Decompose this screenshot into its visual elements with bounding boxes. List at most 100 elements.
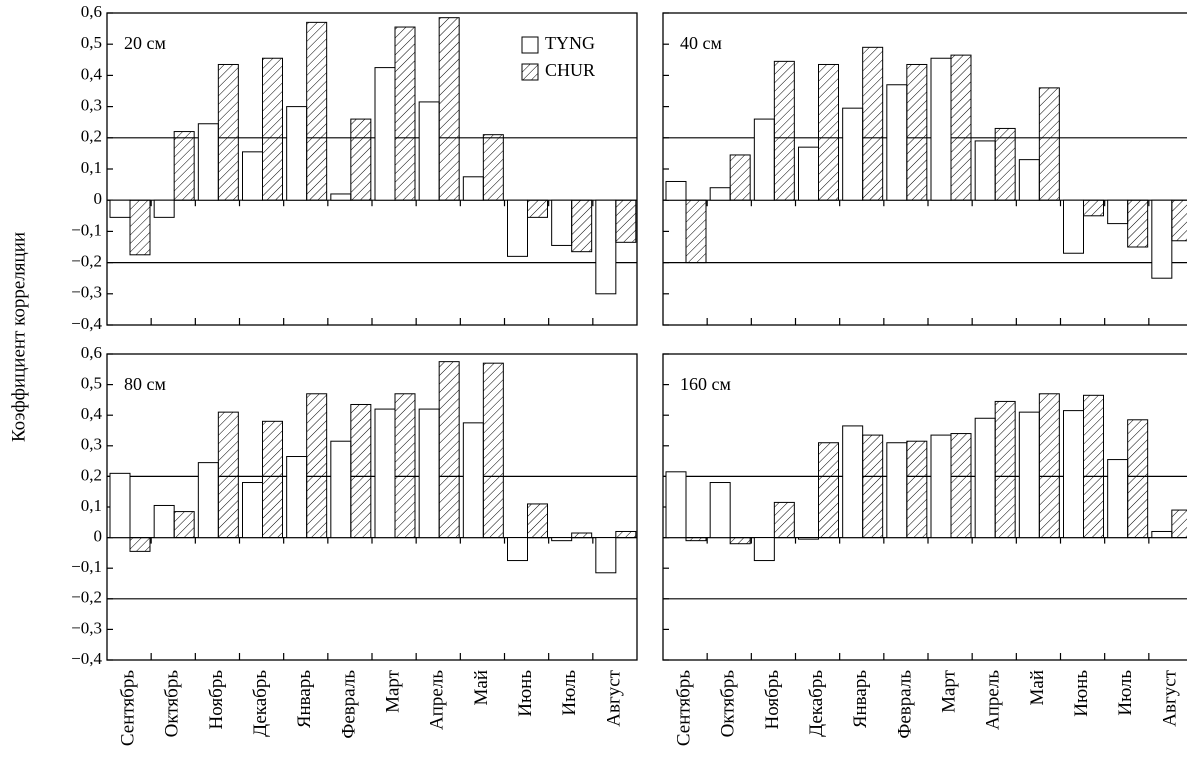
legend-swatch: [521, 63, 539, 81]
panel-label: 160 см: [680, 374, 731, 394]
bar: [753, 537, 775, 562]
y-axis-label: Коэффициент корреляции: [8, 232, 29, 442]
bar: [595, 537, 617, 574]
bar: [753, 118, 775, 201]
y-tick-label: 0,4: [81, 64, 103, 83]
bar: [507, 199, 528, 257]
y-tick-label: −0,2: [71, 588, 102, 607]
bar: [615, 530, 637, 539]
bar: [551, 199, 573, 246]
bar: [173, 131, 195, 201]
bar: [129, 199, 151, 256]
y-tick-label: 0,5: [81, 374, 102, 393]
bar: [1063, 199, 1084, 254]
bar: [729, 537, 751, 545]
y-tick-label: −0,3: [71, 283, 102, 302]
bar: [418, 101, 440, 201]
bar: [286, 106, 308, 201]
bar: [665, 180, 687, 201]
bar: [462, 422, 484, 539]
bar: [773, 60, 795, 201]
bar: [930, 434, 952, 539]
panel-label: 80 см: [124, 374, 166, 394]
bar: [242, 151, 263, 201]
bar: [950, 54, 972, 201]
y-tick-label: 0,5: [81, 33, 102, 52]
panel-label: 40 см: [680, 33, 722, 53]
x-tick-label: Октябрь: [718, 670, 739, 738]
bar: [153, 504, 175, 539]
y-tick-label: 0,6: [81, 2, 102, 21]
x-tick-label: Август: [1159, 669, 1180, 726]
bar: [994, 127, 1016, 201]
bar: [906, 63, 928, 201]
bar: [394, 393, 416, 539]
bar: [262, 420, 283, 539]
bar: [862, 434, 884, 539]
bar: [818, 442, 839, 539]
y-tick-label: 0: [94, 527, 103, 546]
bar: [906, 440, 928, 539]
bar: [1127, 419, 1149, 539]
bar: [1018, 159, 1040, 201]
bar: [438, 17, 460, 201]
y-tick-label: −0,4: [71, 314, 102, 333]
y-tick-label: 0,4: [81, 404, 103, 423]
bar: [709, 482, 731, 539]
bar: [438, 361, 460, 539]
bar: [1151, 530, 1173, 539]
bar: [1083, 199, 1104, 217]
plot-frame: [106, 12, 638, 326]
x-tick-label: Декабрь: [806, 670, 827, 737]
bar: [306, 393, 328, 539]
bar: [129, 537, 151, 552]
bar: [330, 193, 352, 201]
bar: [482, 134, 504, 201]
bar: [197, 462, 219, 539]
bar: [595, 199, 617, 295]
y-tick-label: 0,3: [81, 435, 102, 454]
bar: [886, 84, 908, 201]
bar: [482, 362, 504, 539]
x-tick-label: Март: [382, 669, 403, 713]
x-tick-label: Январь: [850, 670, 871, 728]
bar: [418, 408, 440, 539]
bar: [286, 456, 308, 539]
y-tick-label: −0,2: [71, 252, 102, 271]
bar: [862, 46, 884, 201]
legend-label: TYNG: [545, 33, 595, 53]
y-tick-label: 0,6: [81, 343, 102, 362]
bar: [374, 67, 396, 201]
bar: [994, 400, 1016, 539]
bar: [262, 57, 283, 201]
bar: [462, 176, 484, 201]
x-tick-label: Август: [603, 669, 624, 726]
bar: [242, 482, 263, 539]
bar: [798, 146, 819, 201]
bar: [974, 140, 996, 201]
bar: [109, 199, 131, 218]
bar: [197, 123, 219, 201]
bar: [350, 403, 372, 539]
y-tick-label: 0,2: [81, 465, 102, 484]
bar: [571, 532, 593, 539]
bar: [1151, 199, 1173, 279]
y-tick-label: 0: [94, 189, 103, 208]
bar: [886, 442, 908, 539]
bar: [527, 199, 548, 218]
y-tick-label: 0,1: [81, 158, 102, 177]
x-tick-label: Июнь: [1071, 670, 1092, 717]
bar: [615, 199, 637, 243]
bar: [1018, 411, 1040, 539]
bar: [374, 408, 396, 539]
bar: [665, 471, 687, 539]
bar: [306, 21, 328, 201]
x-tick-label: Сентябрь: [117, 670, 138, 746]
y-tick-label: 0,1: [81, 496, 102, 515]
y-tick-label: −0,1: [71, 557, 102, 576]
bar: [842, 107, 864, 201]
x-tick-label: Октябрь: [162, 670, 183, 738]
bar: [685, 537, 707, 542]
bar: [1171, 509, 1187, 539]
